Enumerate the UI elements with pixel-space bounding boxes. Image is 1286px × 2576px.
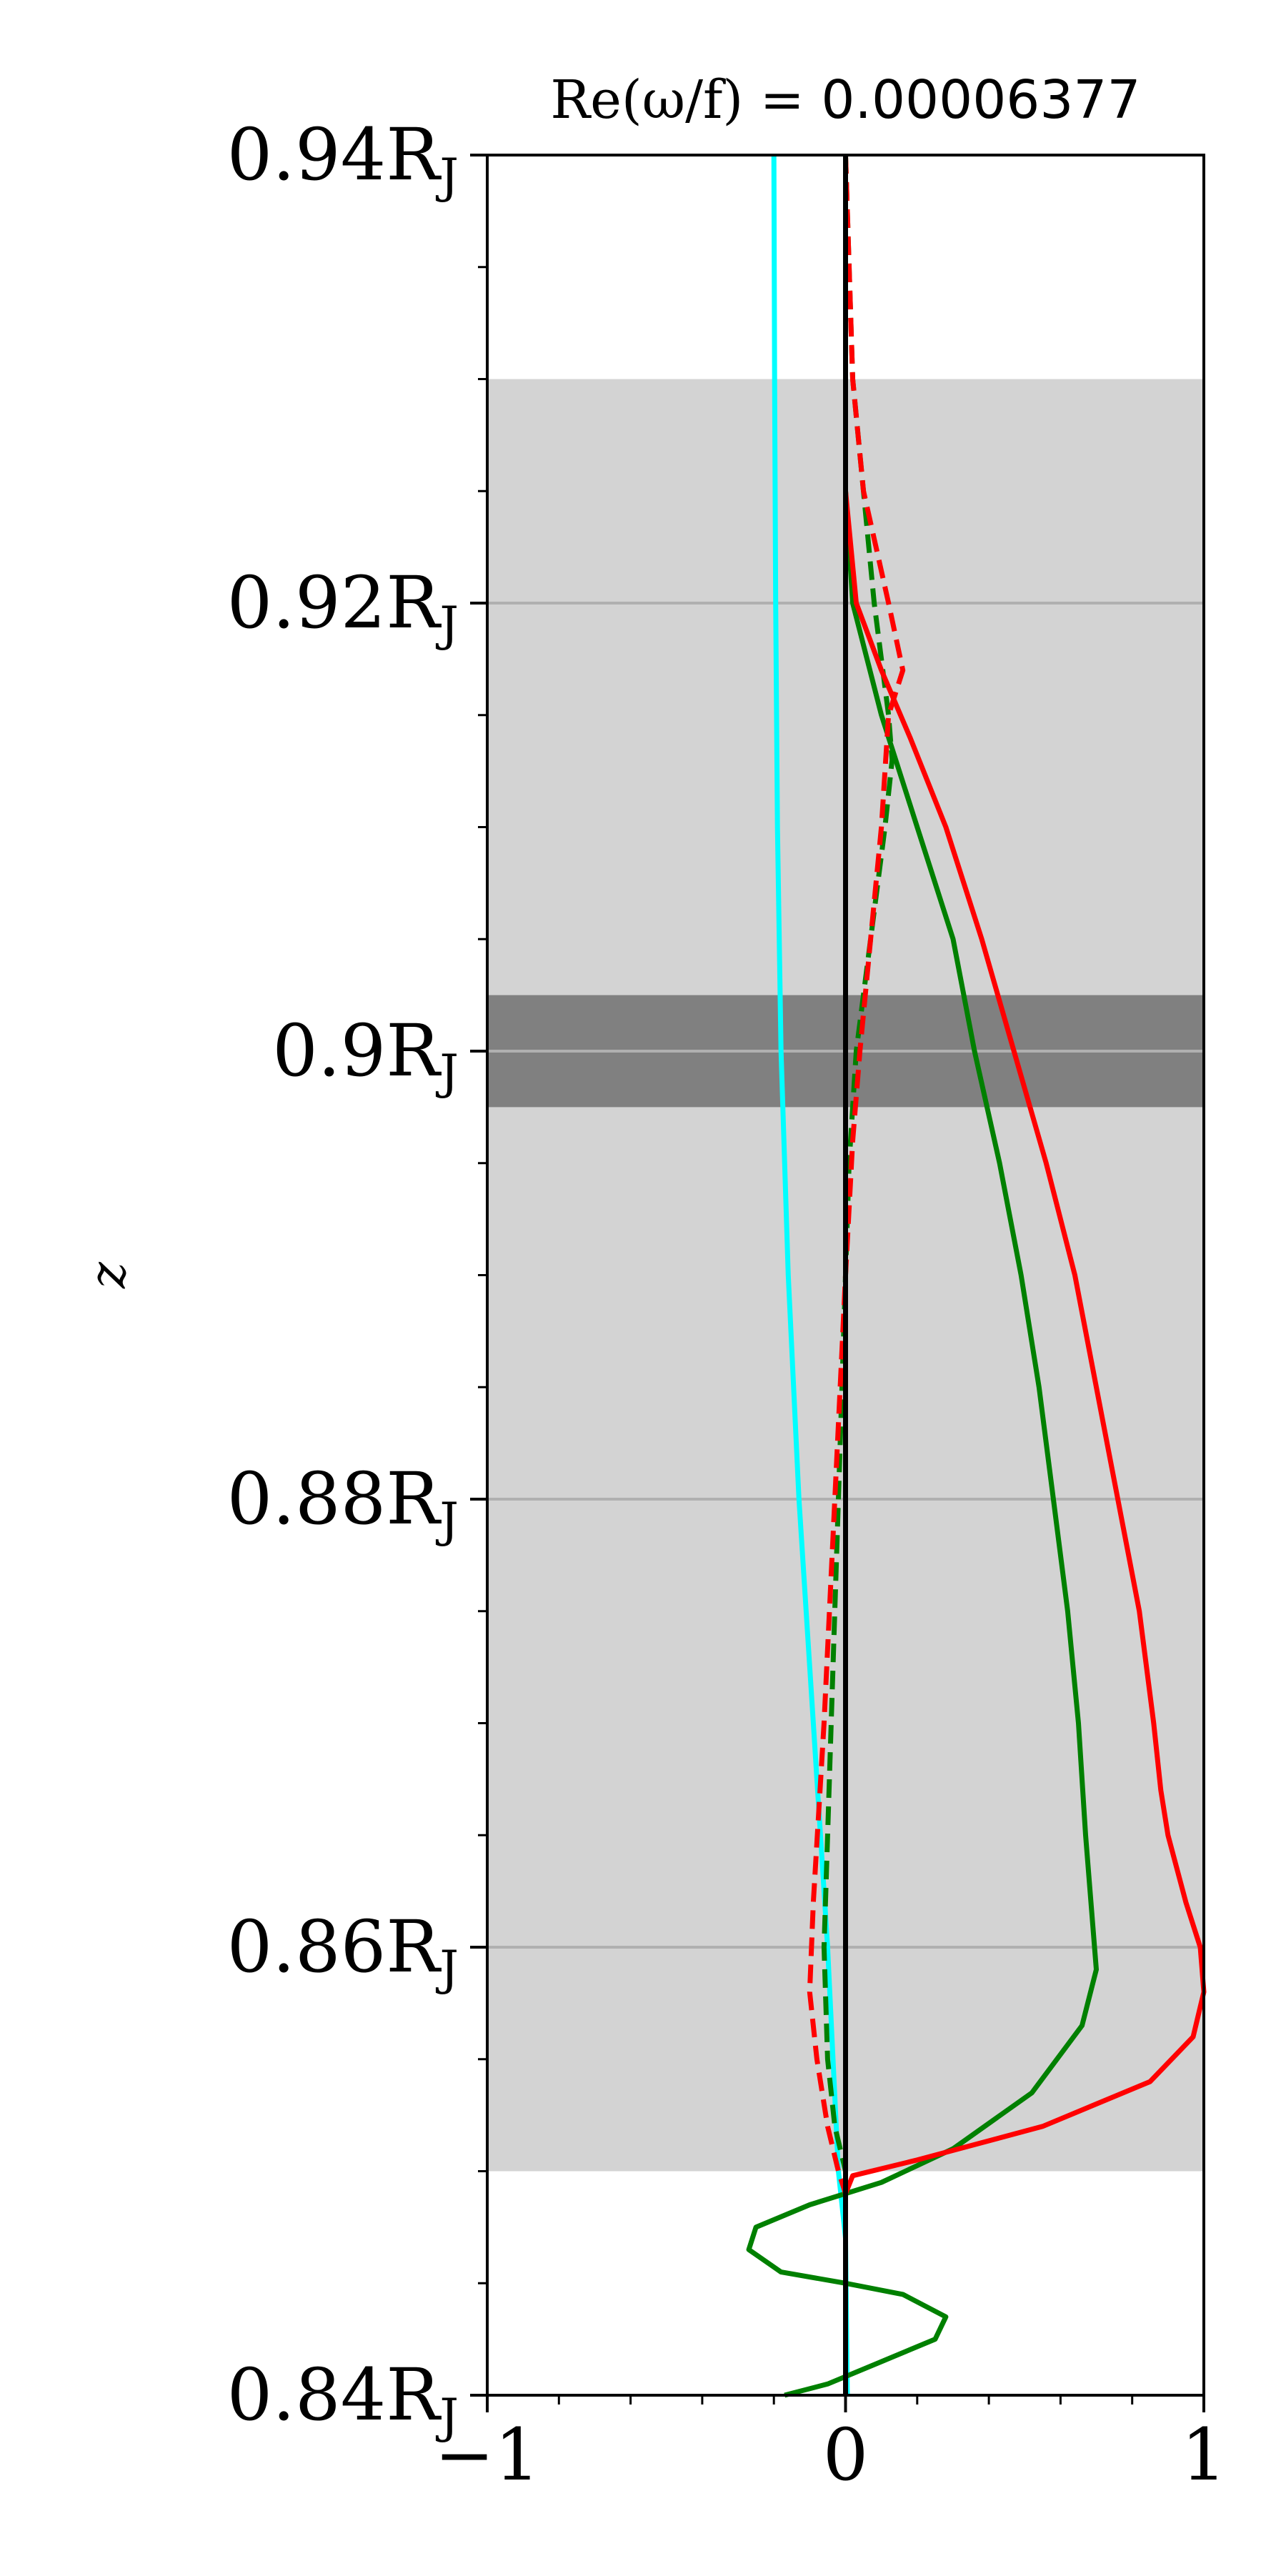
y-tick-label-text: 0.9R xyxy=(272,1009,442,1093)
y-tick-label-subscript: J xyxy=(436,149,459,204)
y-tick-label-4: 0.92RJ xyxy=(227,561,459,652)
y-tick-label-subscript: J xyxy=(436,2389,459,2444)
y-tick-label-3: 0.9RJ xyxy=(272,1009,459,1100)
y-tick-label-2: 0.88RJ xyxy=(227,1457,459,1548)
y-axis-label: z xyxy=(79,1261,137,1289)
y-tick-label-subscript: J xyxy=(436,1045,459,1100)
y-tick-label-text: 0.86R xyxy=(227,1905,442,1989)
series-lines xyxy=(746,154,1207,2398)
y-tick-label-text: 0.92R xyxy=(227,561,442,645)
y-tick-label-1: 0.86RJ xyxy=(227,1905,459,1996)
x-tick-label-0: −1 xyxy=(434,2413,539,2497)
series-line-1 xyxy=(746,155,1099,2398)
y-tick-label-0: 0.84RJ xyxy=(227,2353,459,2444)
title-value: 0.00006377 xyxy=(821,69,1140,131)
y-tick-label-text: 0.88R xyxy=(227,1457,442,1541)
chart-title: Re(ω/f) = 0.00006377 xyxy=(550,69,1140,131)
axis-ticks xyxy=(470,154,1205,2412)
y-tick-label-text: 0.84R xyxy=(227,2353,442,2437)
series-line-3 xyxy=(843,155,1207,2395)
x-tick-label-2: 1 xyxy=(1181,2413,1227,2497)
y-tick-label-text: 0.94R xyxy=(227,113,442,197)
y-tick-label-subscript: J xyxy=(436,1493,459,1548)
x-tick-label-1: 0 xyxy=(823,2413,869,2497)
title-prefix: Re(ω/f) = xyxy=(550,69,821,131)
y-tick-label-5: 0.94RJ xyxy=(227,113,459,204)
y-tick-label-subscript: J xyxy=(436,1941,459,1996)
y-tick-label-subscript: J xyxy=(436,597,459,652)
